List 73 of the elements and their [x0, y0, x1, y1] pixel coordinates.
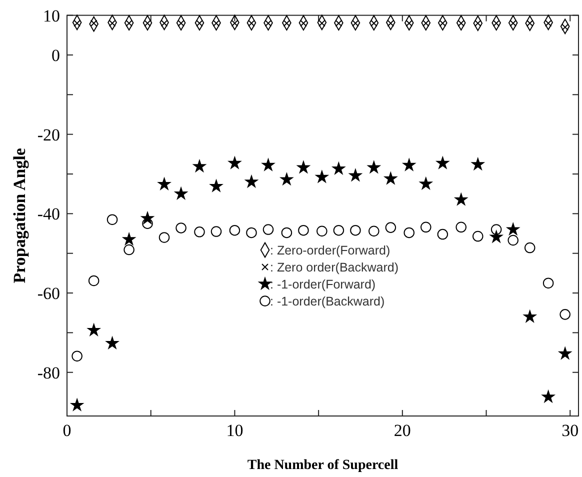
point: [350, 224, 361, 236]
y-tick-label: -40: [37, 204, 60, 224]
point: [454, 193, 468, 206]
legend-label: : -1-order(Forward): [270, 277, 376, 292]
y-tick-label: -60: [37, 284, 60, 303]
x-tick-label: 0: [62, 421, 72, 440]
point: [106, 336, 118, 349]
point: [280, 173, 293, 185]
point: [316, 170, 328, 182]
point: [472, 158, 484, 170]
legend-label: : -1-order(Backward): [270, 294, 385, 308]
point: [560, 309, 570, 320]
point: [88, 324, 100, 336]
y-tick-label: 0: [52, 46, 60, 65]
point: [158, 232, 170, 243]
point: [436, 156, 449, 169]
point: [385, 222, 396, 233]
point: [472, 230, 484, 242]
point: [174, 187, 188, 200]
point: [542, 278, 554, 288]
point: [88, 275, 100, 286]
point: [420, 222, 432, 233]
x-tick-label: 20: [394, 421, 411, 440]
point: [332, 162, 345, 174]
y-axis-title: Propagation Angle: [10, 148, 29, 284]
point: [297, 161, 310, 173]
point: [262, 158, 274, 171]
point: [368, 226, 380, 236]
x-axis-title: The Number of Supercell: [247, 458, 398, 473]
point: [210, 226, 222, 237]
point: [72, 350, 82, 362]
point: [262, 224, 274, 235]
point: [542, 390, 554, 402]
point: [246, 227, 257, 238]
x-tick-label: 10: [226, 421, 244, 440]
point: [524, 242, 536, 254]
point: [402, 158, 416, 171]
point: [142, 218, 153, 229]
y-tick-label: 10: [43, 6, 60, 26]
point: [194, 226, 205, 238]
point: [384, 172, 397, 184]
point: [245, 175, 258, 188]
point: [456, 222, 466, 233]
point: [508, 234, 518, 246]
point: [210, 180, 222, 192]
point: [524, 310, 536, 322]
point: [506, 223, 520, 235]
point: [124, 244, 134, 256]
point: [70, 398, 84, 411]
point: [368, 161, 380, 173]
point: [490, 224, 502, 235]
legend-label: : Zero-order(Forward): [270, 243, 390, 258]
point: [349, 169, 362, 181]
point: [122, 232, 136, 245]
y-tick-label: -80: [37, 363, 60, 382]
point: [176, 222, 186, 234]
point: [404, 227, 415, 238]
point: [333, 224, 344, 236]
point: [193, 160, 206, 172]
point: [490, 230, 502, 242]
point: [437, 228, 448, 240]
legend-label: : Zero order(Backward): [270, 260, 399, 274]
point: [558, 347, 572, 360]
point: [420, 177, 432, 190]
y-tick-label: -20: [37, 125, 60, 144]
point: [298, 224, 309, 236]
x-tick-label: 30: [562, 421, 579, 440]
point: [228, 156, 241, 169]
point: [158, 178, 170, 190]
point: [281, 227, 292, 238]
point: [106, 214, 118, 225]
point: [229, 224, 240, 236]
point: [316, 226, 328, 236]
